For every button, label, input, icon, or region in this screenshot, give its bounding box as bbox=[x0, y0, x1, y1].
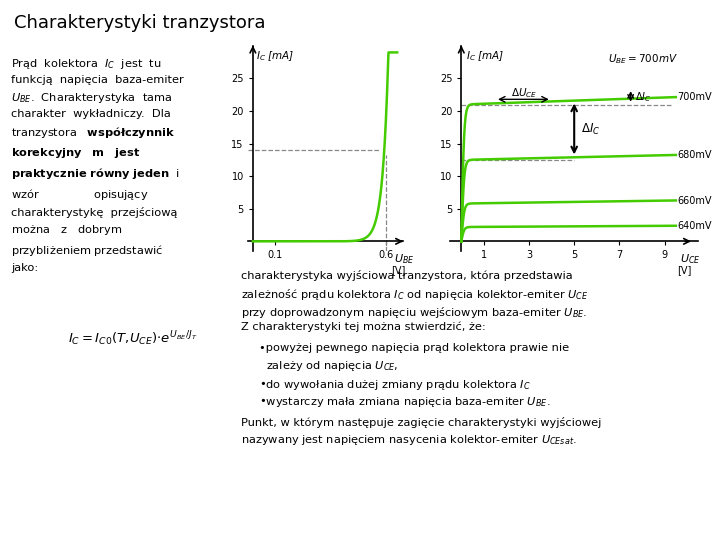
Text: [V]: [V] bbox=[677, 265, 691, 275]
Text: $\Delta I_C$: $\Delta I_C$ bbox=[581, 122, 600, 137]
Text: 660mV: 660mV bbox=[677, 195, 711, 206]
Text: $U_{BE}=700mV$: $U_{BE}=700mV$ bbox=[608, 52, 678, 66]
Text: zależy od napięcia $U_{CE}$,: zależy od napięcia $U_{CE}$, bbox=[266, 359, 399, 373]
Text: $\Delta U_{CE}$: $\Delta U_{CE}$ bbox=[511, 86, 537, 100]
Text: $I_C$ [mA]: $I_C$ [mA] bbox=[256, 49, 294, 63]
Text: [V]: [V] bbox=[391, 265, 405, 275]
Text: charakterystyka wyjściowa tranzystora, która przedstawia: charakterystyka wyjściowa tranzystora, k… bbox=[241, 270, 573, 281]
Text: nazywany jest napięciem nasycenia kolektor-emiter $U_{CEsat}$.: nazywany jest napięciem nasycenia kolekt… bbox=[241, 433, 577, 447]
Text: •powyżej pewnego napięcia prąd kolektora prawie nie: •powyżej pewnego napięcia prąd kolektora… bbox=[259, 343, 570, 353]
Text: $\Delta I_C$: $\Delta I_C$ bbox=[635, 90, 652, 104]
Text: Prąd  kolektora  $I_C$  jest  tu
funkcją  napięcia  baza-emiter
$U_{BE}$.  Chara: Prąd kolektora $I_C$ jest tu funkcją nap… bbox=[11, 57, 184, 273]
Text: $U_{BE}$: $U_{BE}$ bbox=[394, 252, 414, 266]
Text: przy doprowadzonym napięciu wejściowym baza-emiter $U_{BE}$.: przy doprowadzonym napięciu wejściowym b… bbox=[241, 305, 588, 320]
Text: $I_C{=}I_{C0}(T{,}U_{CE}){\cdot}e^{U_{BE}/J_T}$: $I_C{=}I_{C0}(T{,}U_{CE}){\cdot}e^{U_{BE… bbox=[68, 329, 198, 348]
Text: 700mV: 700mV bbox=[677, 92, 711, 102]
Text: Z charakterystyki tej można stwierdzić, że:: Z charakterystyki tej można stwierdzić, … bbox=[241, 322, 486, 332]
Text: 680mV: 680mV bbox=[677, 150, 711, 160]
Text: Charakterystyki tranzystora: Charakterystyki tranzystora bbox=[14, 14, 266, 31]
Text: Punkt, w którym następuje zagięcie charakterystyki wyjściowej: Punkt, w którym następuje zagięcie chara… bbox=[241, 417, 602, 428]
Text: $I_C$ [mA]: $I_C$ [mA] bbox=[466, 49, 504, 63]
Text: $U_{CE}$: $U_{CE}$ bbox=[680, 252, 701, 266]
Text: •do wywołania dużej zmiany prądu kolektora $I_C$: •do wywołania dużej zmiany prądu kolekto… bbox=[259, 378, 531, 392]
Text: 640mV: 640mV bbox=[677, 221, 711, 231]
Text: •wystarczy mała zmiana napięcia baza-emiter $U_{BE}$.: •wystarczy mała zmiana napięcia baza-emi… bbox=[259, 395, 551, 409]
Text: zależność prądu kolektora $I_C$ od napięcia kolektor-emiter $U_{CE}$: zależność prądu kolektora $I_C$ od napię… bbox=[241, 287, 589, 302]
